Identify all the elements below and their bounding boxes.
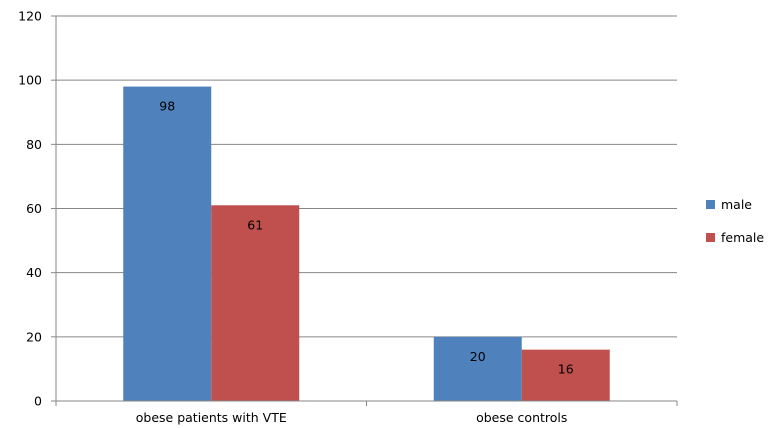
legend-label-female: female xyxy=(721,229,765,245)
data-label: 20 xyxy=(470,349,486,364)
data-label: 98 xyxy=(159,99,175,114)
y-tick-label: 80 xyxy=(26,137,42,152)
y-tick-label: 120 xyxy=(18,9,42,24)
bars xyxy=(123,86,610,401)
bar-male xyxy=(433,336,522,401)
data-label: 16 xyxy=(558,362,574,377)
y-tick-label: 20 xyxy=(26,329,42,344)
legend-label-male: male xyxy=(721,196,752,212)
legend-item-female: female xyxy=(706,226,764,248)
y-tick-label: 40 xyxy=(26,265,42,280)
y-tick-label: 0 xyxy=(34,394,42,409)
y-tick-label: 100 xyxy=(18,73,42,88)
y-tick-label: 60 xyxy=(26,201,42,216)
data-labels: 98 61 20 16 xyxy=(159,99,573,377)
x-tick-label: obese patients with VTE xyxy=(136,410,287,425)
x-tick-label: obese controls xyxy=(476,410,567,425)
data-label: 61 xyxy=(247,217,263,232)
bar-male xyxy=(123,86,212,401)
y-axis-ticks: 0 20 40 60 80 100 120 xyxy=(18,9,56,409)
legend-item-male: male xyxy=(706,193,764,215)
legend-swatch-male xyxy=(706,199,715,209)
bar-female xyxy=(211,205,300,401)
x-axis: obese patients with VTE obese controls xyxy=(55,16,678,425)
legend: male female xyxy=(706,193,764,259)
legend-swatch-female xyxy=(706,232,715,242)
bar-female xyxy=(521,349,610,401)
